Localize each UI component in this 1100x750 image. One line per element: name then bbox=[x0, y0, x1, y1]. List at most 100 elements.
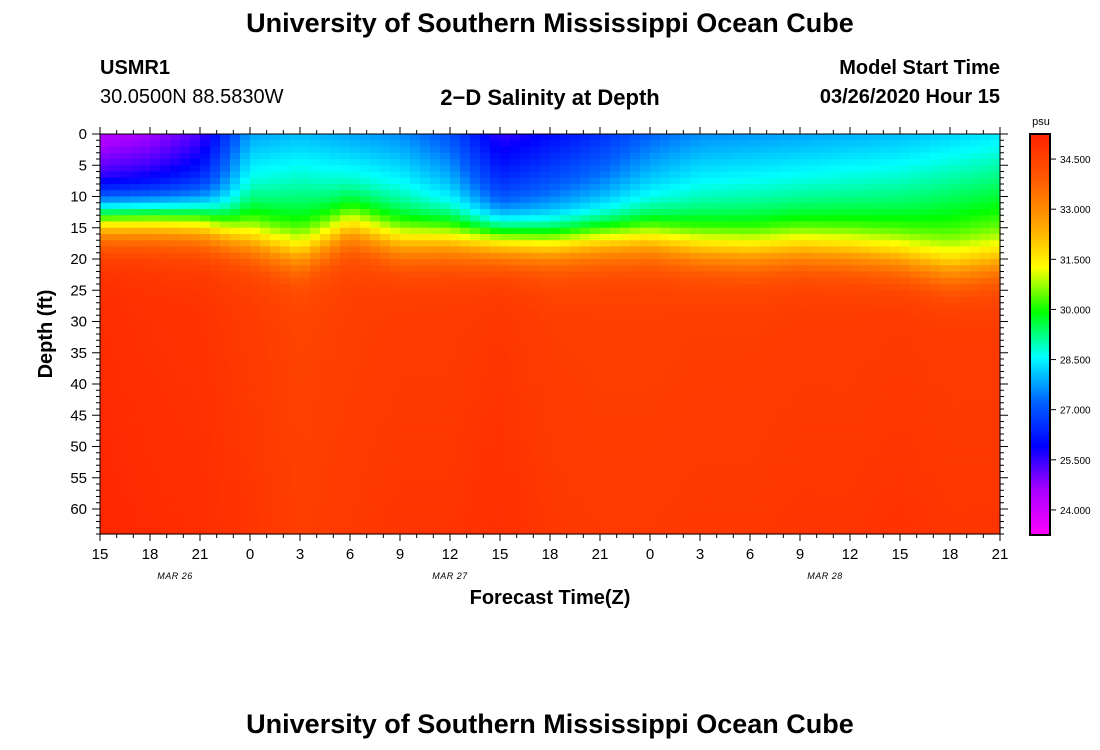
heatmap-cell bbox=[770, 359, 781, 366]
heatmap-cell bbox=[230, 352, 241, 360]
heatmap-cell bbox=[270, 527, 281, 535]
heatmap-cell bbox=[100, 309, 111, 316]
heatmap-cell bbox=[620, 459, 631, 466]
heatmap-cell bbox=[280, 321, 291, 329]
heatmap-cell bbox=[810, 240, 821, 248]
heatmap-cell bbox=[820, 246, 831, 254]
heatmap-cell bbox=[270, 152, 281, 160]
heatmap-cell bbox=[680, 477, 691, 485]
heatmap-cell bbox=[240, 184, 251, 191]
heatmap-cell bbox=[240, 421, 251, 429]
heatmap-cell bbox=[390, 321, 401, 329]
heatmap-cell bbox=[460, 396, 471, 404]
heatmap-cell bbox=[540, 190, 551, 198]
heatmap-cell bbox=[740, 315, 751, 323]
heatmap-cell bbox=[290, 390, 301, 398]
heatmap-cell bbox=[650, 427, 661, 435]
heatmap-cell bbox=[130, 259, 141, 266]
heatmap-cell bbox=[650, 296, 661, 304]
heatmap-cell bbox=[280, 302, 291, 310]
heatmap-cell bbox=[290, 427, 301, 435]
heatmap-cell bbox=[680, 271, 691, 279]
heatmap-cell bbox=[170, 309, 181, 316]
heatmap-cell bbox=[280, 334, 291, 341]
heatmap-cell bbox=[320, 140, 331, 148]
heatmap-cell bbox=[840, 215, 851, 223]
heatmap-cell bbox=[440, 527, 451, 535]
heatmap-cell bbox=[810, 252, 821, 260]
heatmap-cell bbox=[110, 315, 121, 323]
heatmap-cell bbox=[690, 190, 701, 198]
heatmap-cell bbox=[460, 246, 471, 254]
heatmap-cell bbox=[750, 140, 761, 148]
heatmap-cell bbox=[150, 234, 161, 241]
heatmap-cell bbox=[260, 321, 271, 329]
heatmap-cell bbox=[480, 390, 491, 398]
heatmap-cell bbox=[670, 371, 681, 379]
heatmap-cell bbox=[380, 440, 391, 448]
heatmap-cell bbox=[770, 471, 781, 479]
heatmap-cell bbox=[860, 159, 871, 166]
heatmap-cell bbox=[530, 446, 541, 454]
heatmap-cell bbox=[610, 377, 621, 385]
heatmap-cell bbox=[140, 434, 151, 441]
heatmap-cell bbox=[660, 284, 671, 291]
heatmap-cell bbox=[700, 484, 711, 491]
heatmap-cell bbox=[140, 290, 151, 298]
heatmap-cell bbox=[460, 340, 471, 348]
heatmap-cell bbox=[210, 440, 221, 448]
heatmap-cell bbox=[180, 521, 191, 529]
heatmap-cell bbox=[240, 302, 251, 310]
heatmap-cell bbox=[810, 209, 821, 216]
heatmap-cell bbox=[480, 302, 491, 310]
heatmap-cell bbox=[120, 459, 131, 466]
heatmap-cell bbox=[400, 321, 411, 329]
heatmap-cell bbox=[310, 515, 321, 523]
heatmap-cell bbox=[230, 421, 241, 429]
heatmap-cell bbox=[110, 477, 121, 485]
heatmap-cell bbox=[260, 471, 271, 479]
heatmap-cell bbox=[210, 277, 221, 285]
heatmap-cell bbox=[100, 402, 111, 410]
heatmap-cell bbox=[300, 402, 311, 410]
heatmap-cell bbox=[820, 309, 831, 316]
heatmap-cell bbox=[620, 409, 631, 416]
heatmap-cell bbox=[870, 446, 881, 454]
heatmap-cell bbox=[650, 496, 661, 504]
heatmap-cell bbox=[790, 240, 801, 248]
heatmap-cell bbox=[670, 390, 681, 398]
heatmap-cell bbox=[840, 202, 851, 210]
heatmap-cell bbox=[550, 415, 561, 423]
heatmap-cell bbox=[690, 515, 701, 523]
heatmap-cell bbox=[170, 327, 181, 335]
heatmap-cell bbox=[290, 502, 301, 510]
heatmap-cell bbox=[840, 440, 851, 448]
heatmap-cell bbox=[710, 321, 721, 329]
heatmap-cell bbox=[330, 221, 341, 229]
heatmap-cell bbox=[610, 452, 621, 460]
heatmap-cell bbox=[150, 484, 161, 491]
heatmap-cell bbox=[230, 196, 241, 204]
heatmap-cell bbox=[320, 465, 331, 473]
heatmap-cell bbox=[670, 196, 681, 204]
heatmap-cell bbox=[580, 321, 591, 329]
heatmap-cell bbox=[860, 184, 871, 191]
heatmap-cell bbox=[750, 346, 761, 354]
heatmap-cell bbox=[360, 396, 371, 404]
heatmap-cell bbox=[650, 446, 661, 454]
heatmap-cell bbox=[420, 521, 431, 529]
heatmap-cell bbox=[530, 165, 541, 173]
heatmap-cell bbox=[670, 271, 681, 279]
heatmap-cell bbox=[550, 421, 561, 429]
heatmap-cell bbox=[550, 190, 561, 198]
heatmap-cell bbox=[480, 496, 491, 504]
heatmap-cell bbox=[390, 477, 401, 485]
heatmap-cell bbox=[810, 502, 821, 510]
heatmap-cell bbox=[790, 159, 801, 166]
heatmap-cell bbox=[330, 140, 341, 148]
heatmap-cell bbox=[120, 196, 131, 204]
heatmap-cell bbox=[640, 440, 651, 448]
heatmap-cell bbox=[180, 309, 191, 316]
heatmap-cell bbox=[310, 146, 321, 154]
heatmap-cell bbox=[550, 321, 561, 329]
